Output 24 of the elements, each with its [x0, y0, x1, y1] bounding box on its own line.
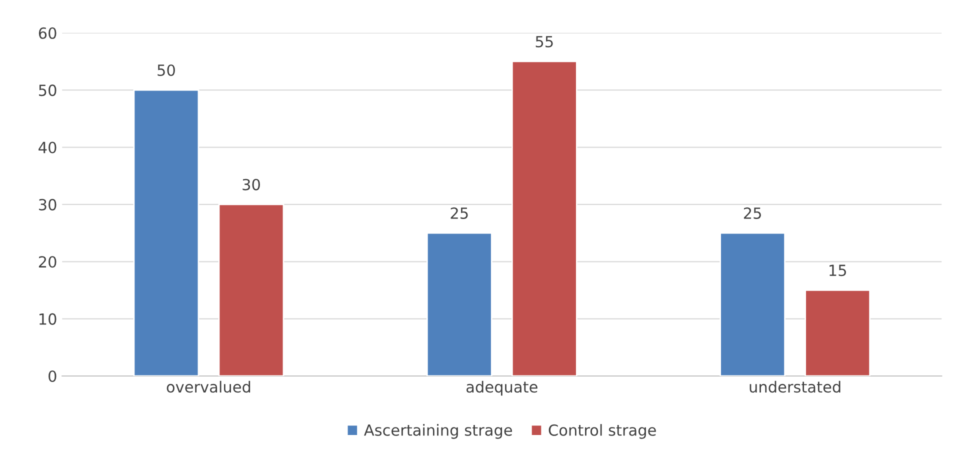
data-label: 25	[744, 207, 761, 219]
legend-label: Control strage	[548, 424, 656, 439]
data-label: 50	[158, 64, 175, 76]
bar	[426, 232, 492, 376]
bar	[133, 89, 200, 376]
y-tick-label: 20	[38, 256, 56, 268]
bar	[218, 204, 284, 376]
y-tick-label: 0	[48, 370, 56, 382]
x-tick-label: adequate	[466, 380, 538, 396]
data-label: 15	[830, 264, 846, 276]
y-tick-label: 30	[39, 198, 56, 210]
y-tick-label: 50	[39, 84, 56, 96]
y-tick-label: 60	[38, 27, 56, 39]
x-tick-label: understated	[750, 380, 840, 393]
bar	[720, 232, 786, 376]
y-tick-label: 40	[38, 142, 56, 154]
x-tick-label: overvalued	[166, 380, 250, 393]
bar	[511, 60, 578, 376]
data-label: 55	[536, 36, 553, 48]
data-label: 25	[450, 207, 468, 219]
legend-label: Ascertaining strage	[364, 424, 512, 439]
data-label: 30	[242, 178, 260, 190]
y-tick-label: 10	[40, 313, 56, 325]
bar	[804, 290, 871, 376]
